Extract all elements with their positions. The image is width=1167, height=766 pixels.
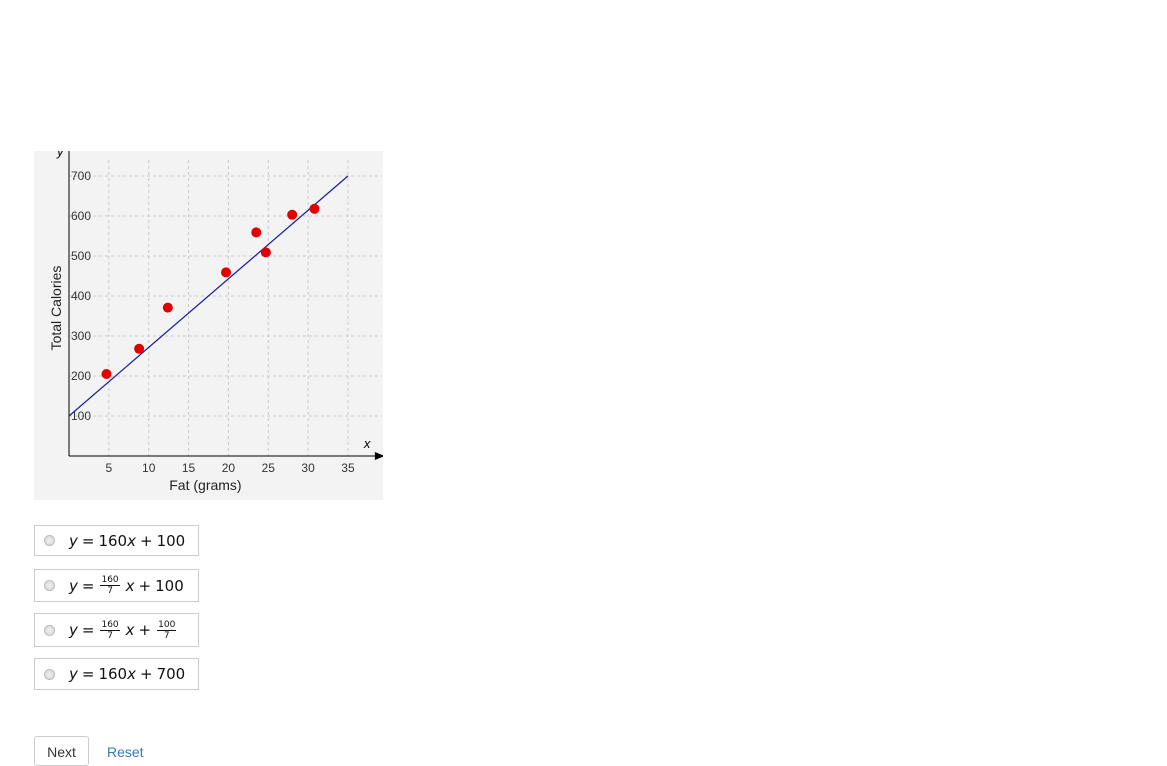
data-point <box>251 227 262 238</box>
plus: + <box>138 576 152 595</box>
numerator: 160 <box>100 619 120 631</box>
x-tick-label: 10 <box>142 461 156 475</box>
var-y: y <box>69 531 78 550</box>
answer-option-2[interactable]: y = 160 7 x + 100 <box>34 569 199 602</box>
equals: = <box>81 576 95 595</box>
slope: 160 <box>98 665 128 683</box>
x-axis-arrow-icon <box>374 452 383 460</box>
radio-button[interactable] <box>44 535 55 546</box>
slope: 160 <box>98 531 128 550</box>
equation: y = 160x + 100 <box>69 532 185 550</box>
data-point <box>162 302 173 313</box>
data-point <box>287 209 298 220</box>
intercept-fraction: 100 7 <box>157 619 177 641</box>
equals: = <box>81 531 95 550</box>
answer-option-4[interactable]: y = 160x + 700 <box>34 658 199 690</box>
x-tick-label: 30 <box>301 461 315 475</box>
x-tick-label: 5 <box>106 461 113 475</box>
y-tick-label: 200 <box>71 369 91 383</box>
x-axis-label: Fat (grams) <box>169 477 241 493</box>
answer-option-3[interactable]: y = 160 7 x + 100 7 <box>34 613 199 647</box>
numerator: 100 <box>157 619 177 631</box>
denominator: 7 <box>163 630 170 641</box>
radio-button[interactable] <box>44 580 55 591</box>
var-x: x <box>125 621 135 639</box>
intercept: 100 <box>156 531 186 550</box>
y-tick-label: 500 <box>71 249 91 263</box>
equation: y = 160x + 700 <box>69 665 185 683</box>
denominator: 7 <box>107 586 113 596</box>
y-tick-label: 100 <box>71 409 91 423</box>
var-y: y <box>69 621 78 639</box>
equals: = <box>81 665 95 683</box>
x-tick-label: 35 <box>341 461 355 475</box>
answer-option-1[interactable]: y = 160x + 100 <box>34 525 199 556</box>
var-x: x <box>127 665 136 683</box>
plus: + <box>138 621 152 639</box>
numerator: 160 <box>100 575 120 586</box>
slope-fraction: 160 7 <box>100 619 120 641</box>
y-axis-label: Total Calories <box>48 266 64 351</box>
chart-svg: 5 10 15 20 25 30 35 100 200 300 400 500 600 700 x y Fat … <box>48 151 383 493</box>
next-button[interactable]: Next <box>34 736 89 766</box>
trend-line <box>68 175 349 417</box>
var-x: x <box>127 531 136 550</box>
radio-button[interactable] <box>44 624 55 636</box>
y-tick-label: 700 <box>71 169 91 183</box>
equals: = <box>81 621 95 639</box>
radio-button[interactable] <box>44 668 55 680</box>
reset-link[interactable]: Reset <box>107 744 144 760</box>
x-tick-label: 15 <box>182 461 196 475</box>
plus: + <box>140 531 153 550</box>
data-point <box>221 267 232 278</box>
intercept: 700 <box>156 665 186 683</box>
y-tick-label: 600 <box>71 209 91 223</box>
var-y: y <box>69 576 78 595</box>
x-tick-label: 20 <box>222 461 236 475</box>
equation: y = 160 7 x + 100 <box>69 575 184 596</box>
y-tick-label: 300 <box>71 329 91 343</box>
scatter-chart: 5 10 15 20 25 30 35 100 200 300 400 500 600 700 x y Fat … <box>34 151 383 500</box>
data-point <box>260 247 271 258</box>
y-tick-label: 400 <box>71 289 91 303</box>
slope-fraction: 160 7 <box>100 575 120 596</box>
var-x: x <box>125 576 135 595</box>
y-axis-name: y <box>56 151 65 159</box>
data-point <box>309 203 320 214</box>
x-axis-name: x <box>363 436 371 451</box>
intercept: 100 <box>155 576 184 595</box>
var-y: y <box>69 665 78 683</box>
data-point <box>101 369 112 379</box>
denominator: 7 <box>107 630 113 641</box>
x-tick-label: 25 <box>262 461 276 475</box>
data-point <box>134 343 145 354</box>
plus: + <box>140 665 153 683</box>
equation: y = 160 7 x + 100 7 <box>69 620 178 641</box>
